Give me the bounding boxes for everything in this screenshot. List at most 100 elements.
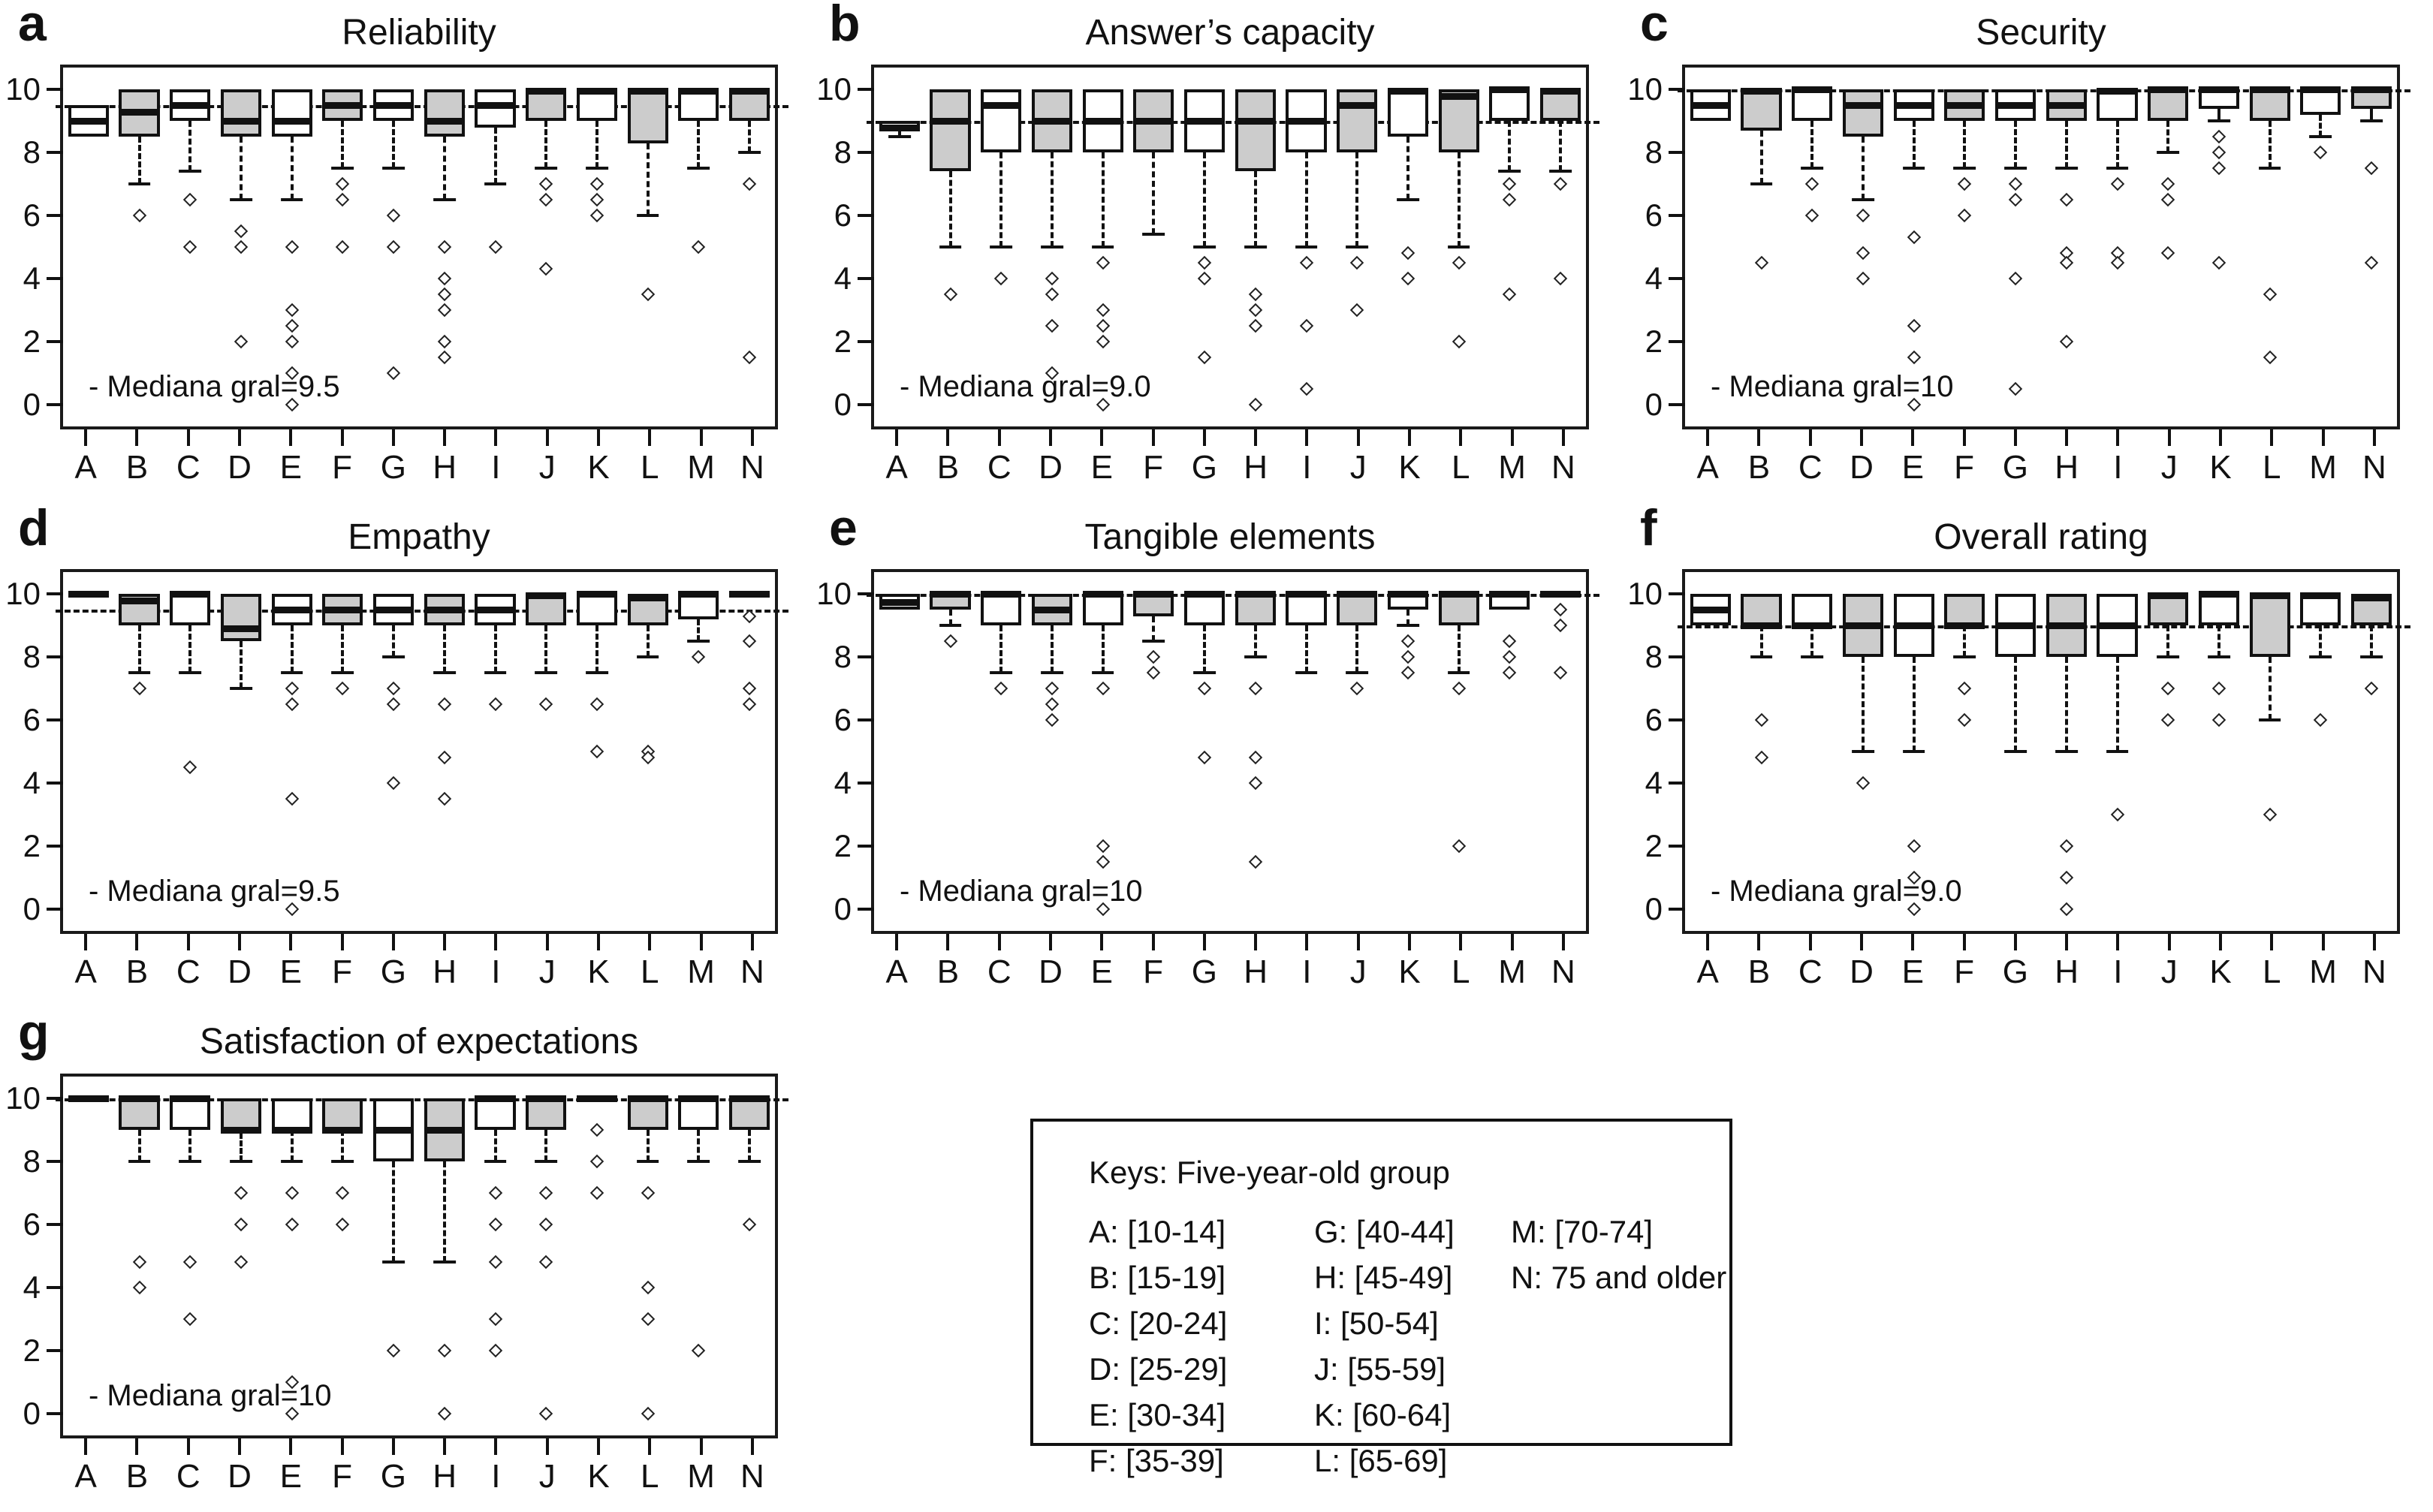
median-line xyxy=(1540,591,1581,598)
outlier-point xyxy=(1754,255,1768,270)
median-line xyxy=(271,607,312,614)
lower-whisker-cap xyxy=(1750,182,1773,186)
outlier-point xyxy=(285,1217,299,1232)
y-tick-label: 6 xyxy=(23,1206,41,1242)
x-tick-label: M xyxy=(687,953,715,990)
lower-whisker-cap xyxy=(687,1160,710,1164)
x-tick-label: L xyxy=(2263,953,2281,990)
outlier-point xyxy=(1096,854,1110,869)
outlier-point xyxy=(1197,255,1212,270)
outlier-point xyxy=(1400,246,1415,261)
outlier-point xyxy=(1856,271,1871,286)
lower-whisker xyxy=(2064,121,2068,169)
y-tick-mark xyxy=(47,88,63,92)
median-line xyxy=(373,607,415,614)
lower-whisker-cap xyxy=(636,214,659,218)
lower-whisker-cap xyxy=(280,1160,303,1164)
lower-whisker-cap xyxy=(2309,655,2332,659)
x-tick-label: L xyxy=(1452,953,1470,990)
lower-whisker-cap xyxy=(382,167,406,170)
lower-whisker-cap xyxy=(535,671,558,675)
outlier-point xyxy=(1350,303,1364,318)
lower-whisker xyxy=(1406,137,1409,200)
outlier-point xyxy=(234,1217,249,1232)
y-tick-label: 4 xyxy=(1645,764,1663,800)
lower-whisker-cap xyxy=(128,182,151,186)
median-line xyxy=(2097,88,2138,95)
box-L xyxy=(627,89,668,143)
outlier-point xyxy=(539,1217,553,1232)
outlier-point xyxy=(1248,776,1263,791)
median-line xyxy=(424,607,465,614)
x-tick-label: A xyxy=(885,953,908,990)
median-line xyxy=(1893,102,1934,110)
lower-whisker-cap xyxy=(1142,640,1165,643)
x-tick-label: N xyxy=(2362,449,2386,486)
outlier-point xyxy=(285,239,299,255)
x-tick-label: B xyxy=(1747,449,1771,486)
y-tick-mark xyxy=(47,402,63,406)
outlier-point xyxy=(641,1406,655,1420)
lower-whisker-cap xyxy=(1295,671,1318,675)
lower-whisker xyxy=(1152,616,1156,642)
median-line xyxy=(1133,118,1174,125)
x-tick-mark xyxy=(1757,429,1761,446)
lower-whisker-cap xyxy=(230,198,252,202)
box-L xyxy=(2249,89,2290,122)
box-K xyxy=(576,594,618,626)
y-tick-label: 2 xyxy=(1645,827,1663,863)
y-tick-label: 8 xyxy=(834,134,852,170)
lower-whisker xyxy=(1912,121,1916,169)
lower-whisker-cap xyxy=(484,671,507,675)
median-line xyxy=(1438,92,1479,100)
lower-whisker xyxy=(948,610,952,626)
lower-whisker-cap xyxy=(1041,671,1063,675)
lower-whisker xyxy=(493,1130,497,1162)
x-tick-mark xyxy=(84,429,88,446)
y-tick-label: 4 xyxy=(23,1269,41,1305)
median-line xyxy=(68,591,109,598)
lower-whisker-cap xyxy=(1447,671,1470,675)
outlier-point xyxy=(1248,287,1263,302)
y-tick-label: 10 xyxy=(5,71,41,107)
lower-whisker xyxy=(2014,121,2018,169)
median-line xyxy=(1690,102,1731,110)
lower-whisker xyxy=(1963,121,1967,169)
outlier-point xyxy=(1503,192,1517,207)
outlier-point xyxy=(1553,619,1568,633)
x-tick-mark xyxy=(494,934,498,950)
y-tick-label: 8 xyxy=(1645,639,1663,675)
y-tick-mark xyxy=(1669,214,1685,218)
y-tick-label: 6 xyxy=(23,702,41,738)
lower-whisker xyxy=(1559,121,1563,172)
outlier-point xyxy=(994,271,1008,286)
median-line xyxy=(220,118,262,125)
x-tick-label: N xyxy=(1551,449,1575,486)
lower-whisker-cap xyxy=(1193,671,1216,675)
outlier-point xyxy=(1856,208,1871,223)
median-line xyxy=(729,1095,770,1103)
panel-header: d Empathy xyxy=(0,499,811,569)
box-C xyxy=(1792,594,1833,626)
x-tick-mark xyxy=(135,429,139,446)
lower-whisker xyxy=(137,1130,141,1162)
x-tick-mark xyxy=(1305,429,1309,446)
plot-area: - Mediana gral=10 10 8 6 4 2 0 xyxy=(1627,65,2410,429)
x-tick-mark xyxy=(2065,934,2069,950)
median-line xyxy=(981,102,1022,110)
x-tick-mark xyxy=(1049,934,1052,950)
legend-entry: L: [65-69] xyxy=(1314,1443,1448,1478)
lower-whisker-cap xyxy=(280,671,303,675)
lower-whisker-cap xyxy=(433,671,456,675)
lower-whisker-cap xyxy=(1953,167,1976,170)
panel-header: b Answer’s capacity xyxy=(811,0,1622,65)
outlier-point xyxy=(488,1185,502,1200)
outlier-point xyxy=(285,791,299,806)
x-tick-label: G xyxy=(2002,953,2028,990)
outlier-point xyxy=(1248,318,1263,333)
y-tick-label: 4 xyxy=(834,764,852,800)
outlier-point xyxy=(692,1343,706,1357)
